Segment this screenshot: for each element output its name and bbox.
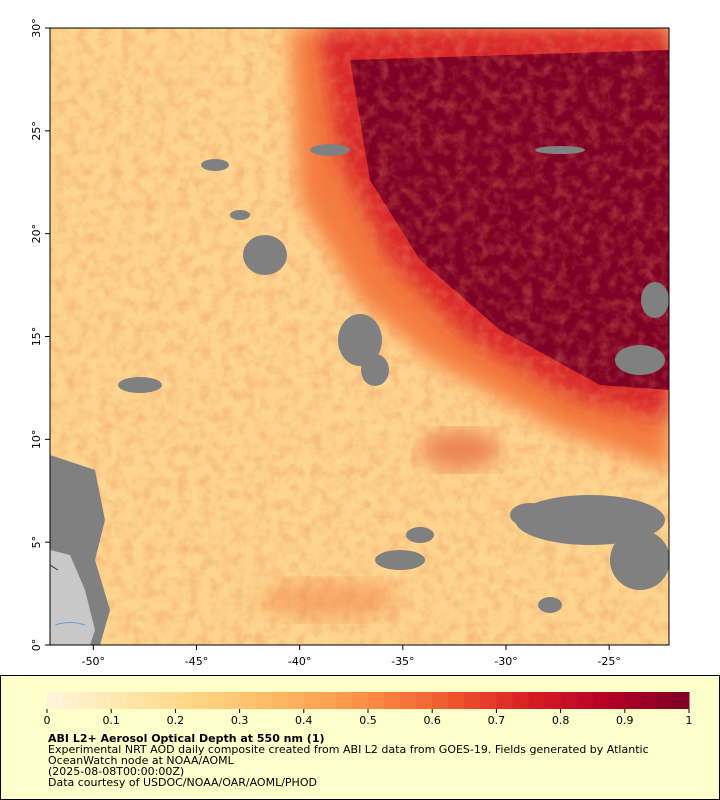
colorbar-step: [544, 692, 562, 709]
y-tick-label: 10°: [30, 430, 43, 450]
colorbar-tick-label: 0.1: [102, 714, 120, 727]
colorbar-step: [656, 692, 674, 709]
caption-line: OceanWatch node at NOAA/AOML: [48, 754, 235, 767]
colorbar-step: [239, 692, 257, 709]
colorbar-step: [560, 692, 578, 709]
colorbar-step: [496, 692, 513, 709]
colorbar-tick-label: 0.3: [231, 714, 249, 727]
colorbar-step: [640, 692, 658, 709]
x-tick-label: -40°: [288, 655, 311, 668]
colorbar-step: [111, 692, 128, 709]
colorbar-step: [400, 692, 417, 709]
colorbar-tick-label: 0.5: [359, 714, 377, 727]
colorbar-step: [319, 692, 337, 709]
y-tick-label: 5°: [30, 536, 43, 549]
colorbar-tick-label: 0.2: [167, 714, 185, 727]
caption-line: Data courtesy of USDOC/NOAA/OAR/AOML/PHO…: [48, 776, 317, 789]
x-tick-label: -50°: [82, 655, 105, 668]
colorbar-step: [368, 692, 385, 709]
colorbar-step: [672, 692, 690, 709]
colorbar-tick-label: 0: [44, 714, 51, 727]
y-tick-label: 0°: [30, 639, 43, 652]
colorbar-step: [432, 692, 449, 709]
colorbar-step: [592, 692, 610, 709]
colorbar-step: [127, 692, 144, 709]
colorbar-step: [448, 692, 465, 709]
colorbar-step: [351, 692, 369, 709]
colorbar-step: [159, 692, 176, 709]
map-image: [50, 28, 669, 645]
y-tick-label: 15°: [30, 327, 43, 347]
y-tick-label: 20°: [30, 224, 43, 244]
colorbar-step: [63, 692, 80, 709]
colorbar-step: [624, 692, 642, 709]
colorbar-tick-label: 0.4: [295, 714, 313, 727]
caption-title: ABI L2+ Aerosol Optical Depth at 550 nm …: [48, 732, 325, 745]
colorbar-tick-label: 0.6: [423, 714, 441, 727]
colorbar-step: [576, 692, 594, 709]
colorbar-tick-label: 0.8: [552, 714, 570, 727]
colorbar-step: [608, 692, 626, 709]
colorbar-step: [303, 692, 321, 709]
x-tick-label: -35°: [391, 655, 414, 668]
colorbar-step: [528, 692, 546, 709]
colorbar-step: [480, 692, 497, 709]
colorbar-step: [416, 692, 433, 709]
y-tick-label: 25°: [30, 121, 43, 141]
colorbar-tick-label: 1: [686, 714, 693, 727]
colorbar-tick-label: 0.7: [488, 714, 506, 727]
colorbar-step: [143, 692, 160, 709]
x-tick-label: -45°: [185, 655, 208, 668]
colorbar-step: [384, 692, 401, 709]
colorbar-step: [207, 692, 225, 709]
colorbar-step: [335, 692, 353, 709]
colorbar-step: [464, 692, 481, 709]
colorbar-step: [175, 692, 192, 709]
colorbar-step: [271, 692, 289, 709]
colorbar-step: [223, 692, 241, 709]
caption-line: (2025-08-08T00:00:00Z): [48, 765, 184, 778]
x-tick-label: -25°: [597, 655, 620, 668]
colorbar-step: [47, 692, 64, 709]
x-tick-label: -30°: [494, 655, 517, 668]
colorbar-step: [191, 692, 208, 709]
colorbar-step: [79, 692, 96, 709]
colorbar-step: [95, 692, 112, 709]
colorbar-tick-label: 0.9: [616, 714, 634, 727]
colorbar-step: [287, 692, 305, 709]
colorbar-step: [512, 692, 529, 709]
y-tick-label: 30°: [30, 18, 43, 38]
colorbar-step: [255, 692, 273, 709]
caption-line: Experimental NRT AOD daily composite cre…: [48, 743, 649, 756]
